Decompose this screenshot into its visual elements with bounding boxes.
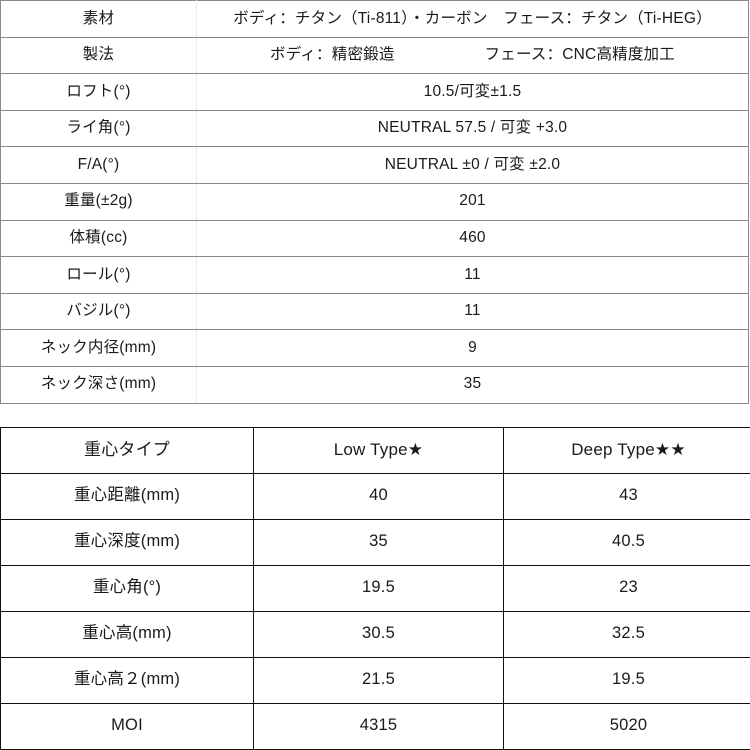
construction-body: ボディ：精密鍛造: [270, 46, 395, 64]
spec-label-face-angle: F/A(°): [0, 146, 197, 184]
table-row: バジル(°) 11: [0, 292, 749, 331]
table-row: 重心角(°) 19.5 23: [0, 564, 750, 612]
cg-label-height: 重心高(mm): [0, 610, 254, 658]
cg-header-low-type: Low Type★: [253, 426, 504, 474]
table-separator-gap: [0, 404, 750, 427]
spec-value-bulge: 11: [196, 292, 749, 331]
spec-label-neck-inner-diameter: ネック内径(mm): [0, 329, 197, 367]
cg-value-moi-deep: 5020: [503, 702, 750, 750]
table-row: 重心距離(mm) 40 43: [0, 472, 750, 520]
table-row: 重心深度(mm) 35 40.5: [0, 518, 750, 566]
spec-label-bulge: バジル(°): [0, 292, 197, 331]
table-row: ロール(°) 11: [0, 256, 749, 294]
cg-value-distance-low: 40: [253, 472, 504, 520]
spec-label-neck-depth: ネック深さ(mm): [0, 365, 197, 404]
table-row: ネック内径(mm) 9: [0, 329, 749, 367]
spec-value-weight: 201: [196, 182, 749, 221]
spec-value-volume: 460: [196, 219, 749, 258]
cg-value-height-2-low: 21.5: [253, 656, 504, 704]
spec-label-roll: ロール(°): [0, 256, 197, 294]
table-row: 素材 ボディ：チタン（Ti-811）・カーボン フェース：チタン（Ti-HEG）: [0, 0, 749, 38]
spec-label-lie-angle: ライ角(°): [0, 109, 197, 148]
table-row: 重心高(mm) 30.5 32.5: [0, 610, 750, 658]
table-row: F/A(°) NEUTRAL ±0 / 可変 ±2.0: [0, 146, 749, 184]
cg-header-deep-type: Deep Type★★: [503, 426, 750, 474]
spec-value-material: ボディ：チタン（Ti-811）・カーボン フェース：チタン（Ti-HEG）: [196, 0, 749, 38]
cg-label-moi: MOI: [0, 702, 254, 750]
spec-label-loft: ロフト(°): [0, 73, 197, 111]
cg-header-type: 重心タイプ: [0, 426, 254, 474]
table-row: 重心高２(mm) 21.5 19.5: [0, 656, 750, 704]
spec-value-face-angle: NEUTRAL ±0 / 可変 ±2.0: [196, 146, 749, 184]
cg-value-depth-low: 35: [253, 518, 504, 566]
table-header-row: 重心タイプ Low Type★ Deep Type★★: [0, 426, 750, 474]
center-of-gravity-table: 重心タイプ Low Type★ Deep Type★★ 重心距離(mm) 40 …: [0, 426, 750, 750]
cg-value-moi-low: 4315: [253, 702, 504, 750]
construction-face: フェース：CNC高精度加工: [484, 46, 675, 64]
table-row: 重量(±2g) 201: [0, 182, 749, 221]
spec-label-weight: 重量(±2g): [0, 182, 197, 221]
spec-value-neck-inner-diameter: 9: [196, 329, 749, 367]
dual-value-group: ボディ：精密鍛造 フェース：CNC高精度加工: [201, 46, 744, 65]
table-row: ライ角(°) NEUTRAL 57.5 / 可変 +3.0: [0, 109, 749, 148]
spec-value-roll: 11: [196, 256, 749, 294]
table-row: 製法 ボディ：精密鍛造 フェース：CNC高精度加工: [0, 36, 749, 75]
cg-value-height-deep: 32.5: [503, 610, 750, 658]
cg-value-angle-low: 19.5: [253, 564, 504, 612]
spec-label-construction: 製法: [0, 36, 197, 75]
cg-value-height-2-deep: 19.5: [503, 656, 750, 704]
cg-value-depth-deep: 40.5: [503, 518, 750, 566]
cg-label-distance: 重心距離(mm): [0, 472, 254, 520]
table-row: MOI 4315 5020: [0, 702, 750, 750]
table-row: ロフト(°) 10.5/可変±1.5: [0, 73, 749, 111]
table-row: ネック深さ(mm) 35: [0, 365, 749, 404]
spec-label-material: 素材: [0, 0, 197, 38]
spec-value-neck-depth: 35: [196, 365, 749, 404]
cg-label-depth: 重心深度(mm): [0, 518, 254, 566]
spec-value-loft: 10.5/可変±1.5: [196, 73, 749, 111]
cg-value-distance-deep: 43: [503, 472, 750, 520]
cg-value-angle-deep: 23: [503, 564, 750, 612]
cg-label-angle: 重心角(°): [0, 564, 254, 612]
cg-value-height-low: 30.5: [253, 610, 504, 658]
spec-value-lie-angle: NEUTRAL 57.5 / 可変 +3.0: [196, 109, 749, 148]
club-specification-table: 素材 ボディ：チタン（Ti-811）・カーボン フェース：チタン（Ti-HEG）…: [0, 0, 749, 404]
spec-label-volume: 体積(cc): [0, 219, 197, 258]
cg-label-height-2: 重心高２(mm): [0, 656, 254, 704]
spec-value-construction: ボディ：精密鍛造 フェース：CNC高精度加工: [196, 36, 749, 75]
table-row: 体積(cc) 460: [0, 219, 749, 258]
